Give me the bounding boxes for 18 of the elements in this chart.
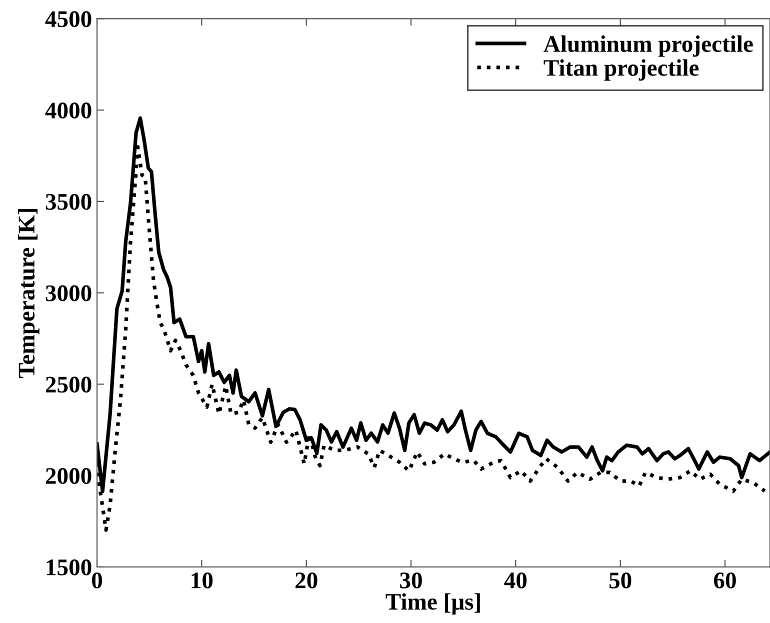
x-tick-label: 0 [92,572,102,588]
x-tick-label: 30 [400,572,422,588]
x-tick-label: 10 [192,572,213,588]
y-axis-title: Temperature [K] [18,208,40,378]
x-tick-label: 60 [714,572,736,588]
x-axis-title: Time [μs] [386,593,480,615]
legend-label: Aluminum projectile [544,35,753,57]
y-tick-label: 4000 [45,102,92,118]
y-tick-label: 2000 [46,468,92,484]
y-tick-label: 4500 [45,11,92,28]
x-tick-label: 20 [296,572,318,588]
y-tick-label: 3000 [46,285,92,302]
y-tick-label: 3500 [46,194,92,210]
x-tick-label: 50 [609,572,632,588]
y-tick-label: 1500 [46,559,92,576]
legend-label: Titan projectile [544,59,699,81]
y-tick-label: 2500 [46,376,92,393]
x-tick-label: 40 [504,572,527,588]
